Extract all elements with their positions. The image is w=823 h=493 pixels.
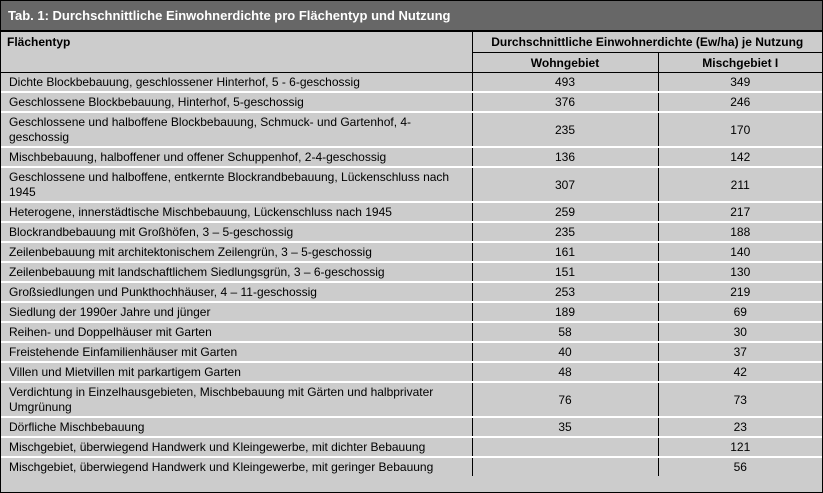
cell-flaechentyp: Freistehende Einfamilienhäuser mit Garte… <box>1 341 473 362</box>
density-table: Flächentyp Durchschnittliche Einwohnerdi… <box>1 31 822 476</box>
cell-wohngebiet: 35 <box>472 416 659 437</box>
cell-flaechentyp: Geschlossene Blockbebauung, Hinterhof, 5… <box>1 91 473 112</box>
header-mischgebiet: Mischgebiet I <box>657 52 822 73</box>
cell-wohngebiet: 161 <box>472 241 659 262</box>
cell-flaechentyp: Reihen- und Doppelhäuser mit Garten <box>1 321 473 342</box>
cell-wohngebiet: 493 <box>472 72 659 92</box>
cell-flaechentyp: Dörfliche Mischbebauung <box>1 416 473 437</box>
cell-flaechentyp: Villen und Mietvillen mit parkartigem Ga… <box>1 361 473 382</box>
cell-mischgebiet: 217 <box>658 201 822 222</box>
table-row: Verdichtung in Einzelhausgebieten, Misch… <box>1 381 822 417</box>
cell-wohngebiet: 189 <box>472 301 659 322</box>
cell-flaechentyp: Großsiedlungen und Punkthochhäuser, 4 – … <box>1 281 473 302</box>
header-density-group: Durchschnittliche Einwohnerdichte (Ew/ha… <box>471 31 822 53</box>
table-row: Geschlossene und halboffene Blockbebauun… <box>1 111 822 147</box>
cell-mischgebiet: 69 <box>658 301 822 322</box>
cell-flaechentyp: Mischgebiet, überwiegend Handwerk und Kl… <box>1 456 473 476</box>
cell-wohngebiet: 136 <box>472 146 659 167</box>
cell-mischgebiet: 142 <box>658 146 822 167</box>
cell-flaechentyp: Zeilenbebauung mit architektonischem Zei… <box>1 241 473 262</box>
header-wohngebiet: Wohngebiet <box>471 52 659 73</box>
table-row: Zeilenbebauung mit architektonischem Zei… <box>1 241 822 262</box>
table-row: Heterogene, innerstädtische Mischbebauun… <box>1 201 822 222</box>
cell-mischgebiet: 73 <box>658 381 822 417</box>
cell-flaechentyp: Geschlossene und halboffene Blockbebauun… <box>1 111 473 147</box>
cell-flaechentyp: Zeilenbebauung mit landschaftlichem Sied… <box>1 261 473 282</box>
cell-wohngebiet: 235 <box>472 221 659 242</box>
cell-flaechentyp: Blockrandbebauung mit Großhöfen, 3 – 5-g… <box>1 221 473 242</box>
table-row: Blockrandbebauung mit Großhöfen, 3 – 5-g… <box>1 221 822 242</box>
cell-mischgebiet: 211 <box>658 166 822 202</box>
cell-mischgebiet: 219 <box>658 281 822 302</box>
cell-wohngebiet: 58 <box>472 321 659 342</box>
cell-wohngebiet: 151 <box>472 261 659 282</box>
cell-flaechentyp: Mischgebiet, überwiegend Handwerk und Kl… <box>1 436 473 457</box>
table-row: Großsiedlungen und Punkthochhäuser, 4 – … <box>1 281 822 302</box>
cell-mischgebiet: 56 <box>658 456 822 476</box>
cell-wohngebiet: 307 <box>472 166 659 202</box>
table-row: Dörfliche Mischbebauung 35 23 <box>1 416 822 437</box>
cell-mischgebiet: 130 <box>658 261 822 282</box>
table-row: Villen und Mietvillen mit parkartigem Ga… <box>1 361 822 382</box>
table-row: Freistehende Einfamilienhäuser mit Garte… <box>1 341 822 362</box>
cell-mischgebiet: 349 <box>658 72 822 92</box>
cell-wohngebiet: 253 <box>472 281 659 302</box>
cell-mischgebiet: 23 <box>658 416 822 437</box>
cell-mischgebiet: 188 <box>658 221 822 242</box>
cell-wohngebiet: 235 <box>472 111 659 147</box>
cell-wohngebiet <box>472 436 659 457</box>
cell-wohngebiet: 40 <box>472 341 659 362</box>
cell-flaechentyp: Dichte Blockbebauung, geschlossener Hint… <box>1 72 473 92</box>
table-title: Tab. 1: Durchschnittliche Einwohnerdicht… <box>1 1 822 31</box>
cell-mischgebiet: 170 <box>658 111 822 147</box>
table-row: Mischbebauung, halboffener und offener S… <box>1 146 822 167</box>
cell-flaechentyp: Siedlung der 1990er Jahre und jünger <box>1 301 473 322</box>
cell-flaechentyp: Verdichtung in Einzelhausgebieten, Misch… <box>1 381 473 417</box>
table-row: Dichte Blockbebauung, geschlossener Hint… <box>1 72 822 92</box>
cell-mischgebiet: 246 <box>658 91 822 112</box>
cell-wohngebiet <box>472 456 659 476</box>
header-flaechentyp: Flächentyp <box>1 31 473 73</box>
table-row: Geschlossene Blockbebauung, Hinterhof, 5… <box>1 91 822 112</box>
table-row: Mischgebiet, überwiegend Handwerk und Kl… <box>1 436 822 457</box>
table-body: Dichte Blockbebauung, geschlossener Hint… <box>1 72 822 476</box>
cell-mischgebiet: 42 <box>658 361 822 382</box>
cell-wohngebiet: 259 <box>472 201 659 222</box>
cell-wohngebiet: 76 <box>472 381 659 417</box>
table-row: Reihen- und Doppelhäuser mit Garten 58 30 <box>1 321 822 342</box>
cell-mischgebiet: 37 <box>658 341 822 362</box>
cell-flaechentyp: Mischbebauung, halboffener und offener S… <box>1 146 473 167</box>
cell-wohngebiet: 48 <box>472 361 659 382</box>
cell-flaechentyp: Heterogene, innerstädtische Mischbebauun… <box>1 201 473 222</box>
table-row: Geschlossene und halboffene, entkernte B… <box>1 166 822 202</box>
cell-flaechentyp: Geschlossene und halboffene, entkernte B… <box>1 166 473 202</box>
table-row: Mischgebiet, überwiegend Handwerk und Kl… <box>1 456 822 476</box>
table-row: Siedlung der 1990er Jahre und jünger 189 6… <box>1 301 822 322</box>
cell-mischgebiet: 140 <box>658 241 822 262</box>
table-row: Zeilenbebauung mit landschaftlichem Sied… <box>1 261 822 282</box>
cell-mischgebiet: 121 <box>658 436 822 457</box>
cell-wohngebiet: 376 <box>472 91 659 112</box>
cell-mischgebiet: 30 <box>658 321 822 342</box>
